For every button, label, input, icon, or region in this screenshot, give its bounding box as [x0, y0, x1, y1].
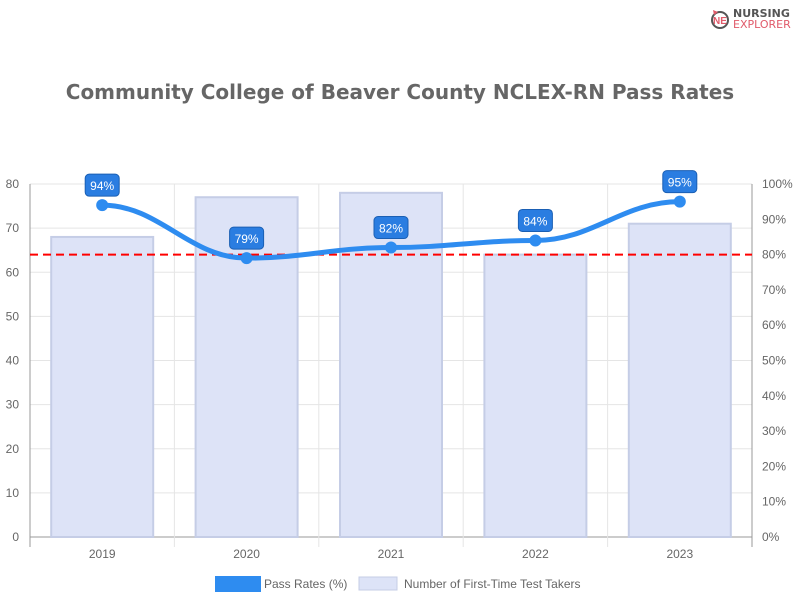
left-tick-label: 10 — [6, 486, 20, 500]
left-tick-label: 50 — [6, 309, 20, 323]
right-tick-label: 10% — [762, 495, 786, 509]
pass-rate-point-2020 — [240, 252, 253, 265]
right-tick-label: 40% — [762, 389, 786, 403]
left-tick-label: 0 — [12, 530, 19, 544]
pass-rate-point-2023 — [673, 195, 686, 208]
logo-icon: NE — [711, 10, 729, 29]
right-tick-label: 60% — [762, 318, 786, 332]
x-tick-label: 2023 — [666, 547, 693, 561]
data-label: 94% — [90, 179, 114, 193]
logo-line2: EXPLORER — [733, 18, 791, 31]
legend-swatch-test-takers — [358, 576, 398, 591]
pass-rate-point-2019 — [96, 199, 109, 212]
right-tick-label: 50% — [762, 354, 786, 368]
pass-rate-point-2022 — [529, 234, 542, 247]
bar-2019 — [50, 235, 155, 538]
left-tick-label: 70 — [6, 221, 20, 235]
right-tick-label: 70% — [762, 283, 786, 297]
nursing-explorer-logo: NE NURSING EXPLORER — [710, 8, 791, 30]
left-tick-label: 60 — [6, 265, 20, 279]
left-tick-label: 40 — [6, 354, 20, 368]
data-label-box — [517, 208, 553, 232]
right-tick-label: 80% — [762, 248, 786, 262]
bar-2023 — [627, 222, 732, 538]
data-label-box — [662, 170, 698, 194]
right-tick-label: 20% — [762, 459, 786, 473]
right-tick-label: 0% — [762, 530, 780, 544]
data-label: 82% — [379, 222, 403, 236]
right-tick-label: 30% — [762, 424, 786, 438]
legend-swatch-pass-rates — [215, 576, 261, 592]
x-tick-label: 2019 — [89, 547, 116, 561]
logo-line1: NURSING — [733, 7, 790, 20]
x-tick-label: 2020 — [233, 547, 260, 561]
legend-label-test-takers: Number of First-Time Test Takers — [404, 577, 580, 591]
x-tick-label: 2021 — [378, 547, 405, 561]
right-tick-label: 90% — [762, 212, 786, 226]
chart-title: Community College of Beaver County NCLEX… — [65, 80, 735, 104]
data-label: 84% — [523, 214, 547, 228]
data-label-box — [84, 173, 120, 197]
data-label-box — [373, 216, 409, 240]
legend-label-pass-rates: Pass Rates (%) — [264, 577, 347, 591]
svg-text:NE: NE — [713, 16, 727, 27]
x-tick-label: 2022 — [522, 547, 549, 561]
data-label: 79% — [235, 232, 259, 246]
right-tick-label: 100% — [762, 177, 793, 191]
left-tick-label: 30 — [6, 398, 20, 412]
pass-rate-point-2021 — [385, 241, 397, 254]
bar-2022 — [483, 253, 588, 538]
left-tick-label: 80 — [6, 177, 20, 191]
data-label: 95% — [668, 176, 692, 190]
data-label-box — [229, 226, 265, 250]
left-tick-label: 20 — [6, 442, 20, 456]
